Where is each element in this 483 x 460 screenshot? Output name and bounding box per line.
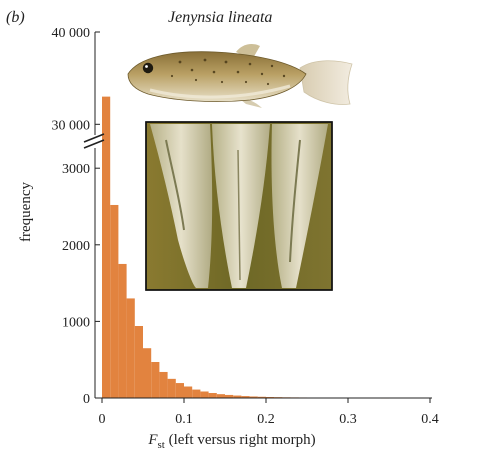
y-ticks-group: 0 1000 2000 3000 30 000 40 000 — [52, 26, 100, 407]
histogram-bar — [208, 393, 217, 398]
fish-photo — [127, 44, 353, 108]
histogram-bar — [151, 362, 160, 398]
histogram-bar — [216, 394, 225, 398]
x-axis-label-rest: (left versus right morph) — [165, 432, 316, 448]
x-axis-label-subscript: st — [158, 439, 165, 451]
x-ticks-group: 0 0.1 0.2 0.3 0.4 — [99, 398, 439, 427]
x-tick-label: 0.3 — [339, 412, 357, 427]
gonopodium-photo — [145, 121, 333, 291]
histogram-bar — [249, 396, 258, 398]
y-tick-label: 30 000 — [52, 118, 91, 133]
x-axis-label-symbol: F — [147, 432, 158, 448]
y-tick-label: 0 — [83, 392, 90, 407]
histogram-bar — [200, 391, 209, 398]
y-tick-label: 1000 — [62, 315, 90, 330]
histogram-bar — [184, 386, 193, 398]
x-tick-label: 0.2 — [257, 412, 275, 427]
x-tick-label: 0.1 — [175, 412, 193, 427]
histogram-bar — [159, 371, 168, 398]
histogram-bar — [192, 389, 201, 398]
histogram-bar — [225, 394, 234, 398]
histogram-bar — [143, 348, 152, 398]
histogram-bar — [110, 204, 119, 398]
histogram-bar — [233, 395, 242, 398]
x-axis-label: Fst (left versus right morph) — [147, 432, 315, 451]
histogram-bar — [257, 396, 266, 398]
histogram-bar — [241, 396, 250, 398]
histogram-bar — [102, 96, 111, 399]
histogram-bar — [175, 383, 184, 398]
histogram-bar — [167, 378, 176, 398]
axis-break-marks — [83, 133, 105, 149]
chart-title: Jenynsia lineata — [168, 9, 272, 26]
panel-label: (b) — [6, 9, 25, 26]
y-tick-label: 2000 — [62, 239, 90, 254]
histogram-bar — [134, 326, 143, 398]
histogram-bar — [118, 263, 127, 398]
y-axis — [83, 32, 105, 398]
histogram-bar — [126, 298, 135, 398]
x-tick-label: 0.4 — [421, 412, 439, 427]
y-tick-label: 40 000 — [52, 26, 91, 41]
x-tick-label: 0 — [99, 412, 106, 427]
y-axis-label: frequency — [18, 182, 34, 242]
y-tick-label: 3000 — [62, 162, 90, 177]
